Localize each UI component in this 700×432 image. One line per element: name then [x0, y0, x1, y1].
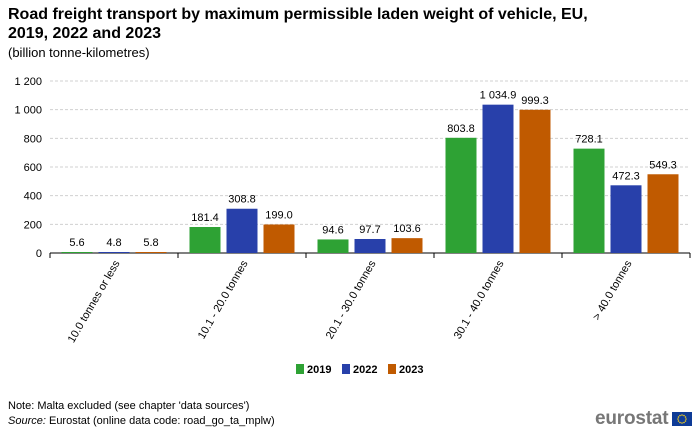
bar	[189, 226, 221, 253]
bar	[317, 239, 349, 253]
y-tick-label: 800	[24, 133, 42, 145]
legend-label: 2022	[353, 364, 377, 376]
data-label: 5.6	[69, 237, 84, 249]
bar	[135, 252, 167, 253]
legend-label: 2023	[399, 364, 423, 376]
bar	[354, 238, 386, 253]
source-line: Source: Eurostat (online data code: road…	[8, 415, 275, 427]
legend-swatch	[342, 364, 350, 374]
y-tick-label: 200	[24, 219, 42, 231]
bar	[445, 137, 477, 253]
eu-flag-icon	[672, 412, 693, 426]
bar	[482, 104, 514, 253]
data-label: 999.3	[521, 95, 549, 107]
chart-subtitle: (billion tonne-kilometres)	[8, 45, 150, 60]
data-label: 103.6	[393, 223, 421, 235]
x-tick-label: 30.1 - 40.0 tonnes	[452, 258, 507, 341]
source-label: Source:	[8, 415, 46, 427]
bar	[647, 174, 679, 253]
bar	[61, 252, 93, 253]
data-label: 803.8	[447, 123, 475, 135]
bar	[98, 252, 130, 253]
chart-title: Road freight transport by maximum permis…	[8, 6, 588, 42]
legend-swatch	[388, 364, 396, 374]
logo-text: eurostat	[595, 408, 669, 429]
eurostat-logo[interactable]: eurostat	[595, 408, 693, 430]
y-tick-label: 1 200	[14, 76, 42, 88]
data-label: 472.3	[612, 170, 640, 182]
bar	[519, 109, 551, 253]
data-label: 308.8	[228, 194, 256, 206]
bar	[391, 238, 423, 253]
data-label: 4.8	[106, 237, 121, 249]
data-label: 5.8	[143, 237, 158, 249]
data-label: 1 034.9	[480, 90, 517, 102]
source-text: Eurostat (online data code: road_go_ta_m…	[45, 415, 275, 427]
data-label: 728.1	[575, 134, 603, 146]
y-tick-label: 0	[36, 248, 42, 260]
y-tick-label: 400	[24, 191, 42, 203]
bar-chart: 0 200 400 600 800 1 000 1 200 5.6 4.8 5.8 10.0 ton…	[14, 76, 691, 376]
legend-swatch	[296, 364, 304, 374]
x-tick-label: 10.1 - 20.0 tonnes	[196, 258, 251, 341]
y-tick-label: 600	[24, 162, 42, 174]
bar	[263, 224, 295, 253]
y-tick-label: 1 000	[14, 105, 42, 117]
data-label: 549.3	[649, 159, 677, 171]
legend-label: 2019	[307, 364, 331, 376]
x-tick-label: > 40.0 tonnes	[591, 258, 635, 322]
data-label: 199.0	[265, 209, 293, 221]
x-tick-label: 10.0 tonnes or less	[66, 258, 123, 345]
data-label: 97.7	[359, 224, 380, 236]
x-tick-label: 20.1 - 30.0 tonnes	[324, 258, 379, 341]
data-label: 181.4	[191, 212, 219, 224]
bar	[573, 148, 605, 253]
footnote: Note: Malta excluded (see chapter 'data …	[8, 400, 250, 412]
bar	[610, 185, 642, 253]
bar	[226, 208, 258, 253]
data-label: 94.6	[322, 224, 343, 236]
